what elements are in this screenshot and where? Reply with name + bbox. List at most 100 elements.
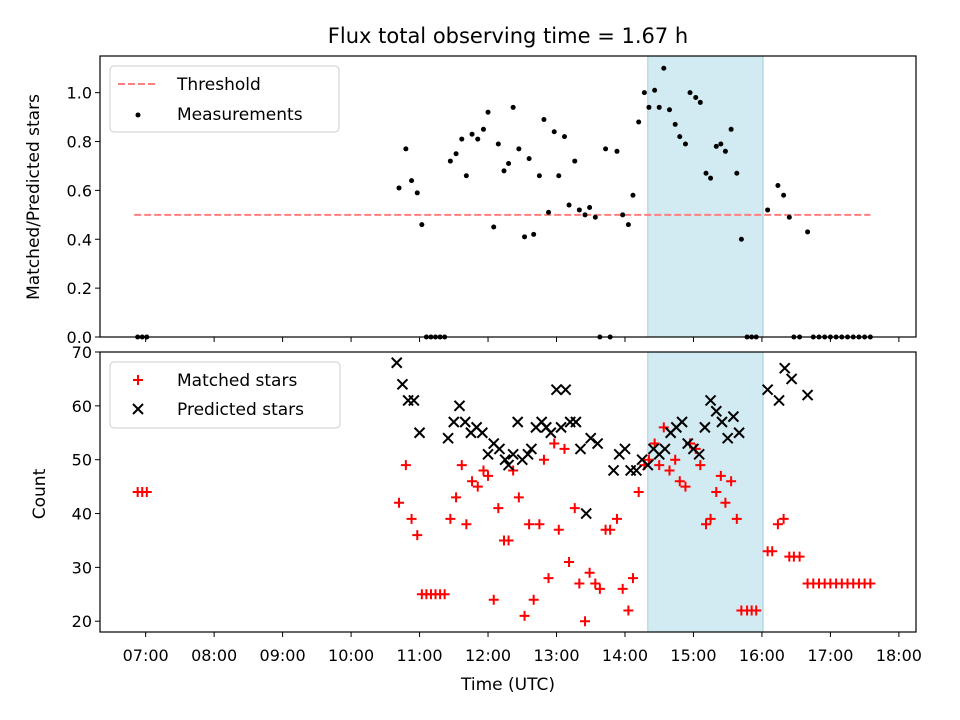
predicted-stars-point: [396, 378, 409, 391]
matched-stars-legend-marker: [133, 375, 143, 385]
matched-stars-point: [524, 519, 535, 530]
matched-stars-point: [794, 551, 805, 562]
measurement-point: [495, 141, 501, 147]
matched-stars-point: [503, 535, 514, 546]
measurement-point: [603, 146, 609, 152]
predicted-stars-point: [721, 432, 734, 444]
matched-stars-point: [633, 487, 644, 497]
matched-stars-point: [513, 492, 524, 503]
bottom-panel-y-axis-label: Count: [30, 468, 50, 519]
measurement-point: [620, 212, 626, 218]
matched-stars-point: [569, 503, 580, 514]
top-panel-legend: Threshold Measurements: [109, 65, 340, 133]
measurement-point: [687, 90, 693, 96]
matched-stars-point: [538, 454, 549, 465]
matched-stars-point: [461, 519, 472, 530]
y-tick-label: 50: [72, 451, 92, 470]
matched-stars-point: [627, 573, 638, 584]
x-tick-label: 16:00: [739, 646, 785, 665]
predicted-stars-point: [408, 394, 420, 407]
matched-stars-point: [394, 497, 405, 508]
measurement-point: [614, 148, 620, 154]
matched-stars-point: [528, 594, 539, 605]
measurement-point: [682, 141, 688, 147]
measurement-point: [781, 192, 787, 198]
matched-stars-point: [674, 476, 685, 487]
predicted-stars-point: [499, 453, 511, 466]
measurement-point: [697, 99, 703, 105]
predicted-stars-point: [502, 459, 515, 471]
x-tick-label: 17:00: [807, 646, 853, 665]
predicted-stars-point: [693, 448, 705, 461]
predicted-stars-point: [761, 383, 774, 396]
measurement-point: [582, 212, 588, 218]
top-panel: 0.0 0.2 0.4 0.6 0.8 1.0 Matched/Predicted sta…: [24, 55, 917, 347]
predicted-stars-point: [476, 427, 489, 439]
measurement-point: [576, 207, 582, 213]
matched-stars-point: [670, 454, 681, 465]
matched-stars-point: [772, 519, 783, 530]
measurement-point: [459, 136, 465, 142]
matched-stars-point: [574, 578, 585, 589]
measurement-point: [708, 175, 714, 181]
matched-stars-point: [720, 497, 731, 508]
measurement-point: [506, 161, 512, 167]
matched-stars-point: [400, 460, 411, 471]
predicted-stars-point: [507, 448, 519, 461]
measurement-point: [469, 131, 475, 137]
matched-stars-point: [483, 470, 494, 481]
chart-title: Flux total observing time = 1.67 h: [328, 24, 688, 48]
matched-stars-point: [664, 465, 675, 476]
y-tick-label: 30: [72, 558, 92, 577]
y-tick-label: 0.8: [67, 133, 92, 152]
measurement-point: [453, 151, 459, 157]
predicted-stars-point: [511, 416, 524, 428]
measurement-point: [403, 146, 409, 152]
predicted-stars-point: [580, 507, 592, 520]
measurement-point: [718, 141, 724, 147]
threshold-legend-label: Threshold: [176, 75, 261, 95]
measurement-point: [775, 183, 781, 189]
x-tick-label: 14:00: [602, 646, 648, 665]
matched-stars-point: [715, 470, 726, 481]
measurement-point: [738, 236, 744, 242]
top-panel-x-ticks: [145, 337, 900, 342]
matched-stars-legend-label: Matched stars: [177, 371, 297, 391]
measurement-point: [531, 231, 537, 237]
matched-stars-point: [865, 578, 876, 589]
predicted-stars-point: [591, 437, 604, 450]
matched-stars-point: [553, 524, 564, 535]
matched-stars-point: [564, 557, 575, 567]
matched-stars-point: [445, 513, 456, 524]
predicted-stars-point: [785, 373, 798, 385]
measurement-point: [475, 136, 481, 142]
matched-stars-point: [456, 460, 467, 471]
y-tick-label: 60: [72, 397, 92, 416]
matched-stars-point: [605, 524, 616, 535]
measurement-point: [630, 192, 636, 198]
top-panel-y-axis-label: Matched/Predicted stars: [24, 94, 44, 300]
measurement-point: [485, 109, 491, 115]
bottom-panel: 20 30 40 50 60 70 07:00 08:00 09:00 10:00 11:00 12…: [30, 343, 922, 695]
x-tick-label: 11:00: [396, 646, 442, 665]
matched-stars-point: [472, 481, 483, 492]
matched-stars-point: [493, 503, 504, 514]
measurement-point: [728, 126, 734, 132]
bottom-panel-frame: [99, 351, 917, 633]
measurement-point: [672, 121, 678, 127]
predicted-stars-point: [493, 443, 506, 455]
predicted-stars-point: [676, 416, 688, 428]
matched-stars-point: [590, 578, 601, 589]
matched-stars-point: [778, 513, 789, 524]
measurement-point: [566, 202, 572, 208]
measurement-point: [646, 104, 652, 110]
measurement-point: [396, 185, 402, 191]
matched-stars-point: [658, 422, 669, 433]
matched-stars-point: [623, 605, 634, 616]
highlight-span: [647, 351, 764, 633]
measurement-point: [693, 95, 699, 101]
predicted-stars-point: [442, 432, 454, 444]
y-tick-label: 20: [72, 612, 92, 631]
top-panel-frame: [99, 55, 917, 338]
